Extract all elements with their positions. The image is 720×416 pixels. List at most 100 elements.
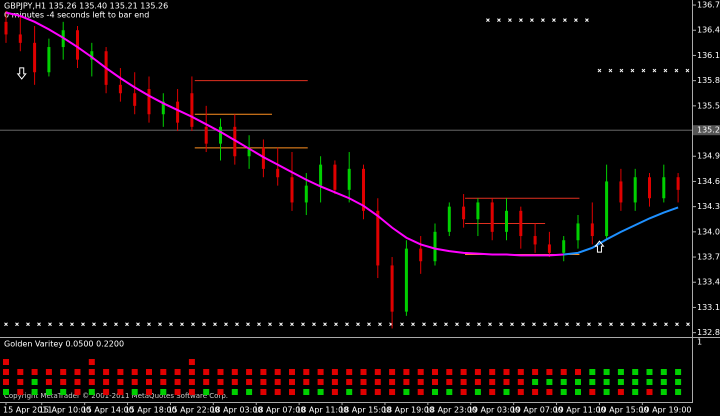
indicator-cell [460,389,467,395]
level-marker [202,322,206,327]
indicator-cell [188,379,195,385]
x-tick-label: 19 Apr 19:00 [639,406,691,415]
level-marker [619,68,624,73]
indicator-cell [131,389,138,395]
indicator-cell [360,389,367,395]
level-marker [642,322,646,327]
indicator-cell [303,379,310,385]
candle-body [147,89,151,115]
indicator-cell [603,379,610,385]
level-marker [125,322,129,327]
x-tick-label: 19 Apr 15:00 [596,406,648,415]
candle-body [76,30,79,60]
level-marker [576,322,580,327]
indicator-cell [274,389,281,395]
candle-body [476,202,480,220]
candle-body [676,177,680,190]
indicator-cell [460,379,467,385]
indicator-cell [117,379,124,385]
indicator-cell [260,389,267,395]
level-marker [488,322,492,327]
level-marker [686,322,690,327]
x-tick-label: 18 Apr 07:00 [253,406,305,415]
indicator-cell [403,369,410,375]
level-marker [455,322,459,327]
level-marker [497,18,501,23]
indicator-cell [374,369,381,375]
indicator-cell [31,369,38,375]
candle-body [261,147,265,169]
indicator-cell [460,369,467,375]
indicator-cell [360,369,367,375]
y-tick-label: 134.95 [697,152,720,161]
level-marker [563,18,567,23]
indicator-cell [474,369,481,375]
candle-body [376,210,380,266]
indicator-cell [617,379,624,385]
indicator-cell [31,379,38,385]
x-tick-label: 15 Apr 22:00 [167,406,219,415]
signal-arrow [594,240,605,253]
indicator-cell [503,389,510,395]
indicator-cell [317,389,324,395]
x-tick-label: 15 Apr 2011 [3,406,52,415]
indicator-cell [117,389,124,395]
x-tick-label: 18 Apr 11:00 [296,406,348,415]
level-marker [552,18,556,23]
y-tick-label: 136.45 [697,26,720,35]
indicator-cell [303,389,310,395]
candle-body [90,51,94,60]
indicator-cell [289,389,295,395]
indicator-cell [60,389,67,395]
indicator-cell [289,369,295,375]
indicator-cell [303,369,310,375]
candle-body [233,126,237,157]
level-marker [334,322,338,327]
candle-body [462,206,466,220]
indicator-cell [417,379,424,385]
indicator-cell [346,379,353,385]
indicator-cell [632,369,639,375]
indicator-cell [160,379,167,385]
indicator-cell [3,359,9,365]
indicator-cell [217,379,224,385]
indicator-cell [417,389,424,395]
level-marker [444,322,448,327]
level-marker [323,322,327,327]
candle-body [590,223,594,237]
indicator-cell [88,389,95,395]
y-tick-label: 134.35 [697,202,720,211]
indicator-cell [346,389,353,395]
indicator-cell [546,389,553,395]
level-marker [433,322,437,327]
x-tick-label: 15 Apr 18:00 [125,406,177,415]
indicator-cell [446,389,453,395]
indicator-cell [174,389,181,395]
indicator-cell [131,379,138,385]
level-marker [631,322,635,327]
indicator-cell [446,379,453,385]
y-tick-label: 134.65 [697,177,720,186]
indicator-cell [617,389,624,395]
indicator-cell [575,389,581,395]
indicator-cell [675,379,682,385]
indicator-cell [489,369,496,375]
level-marker [290,322,294,327]
level-marker [663,68,668,73]
level-marker [59,322,63,327]
indicator-cell [546,379,553,385]
level-marker [664,322,668,327]
indicator-title: Golden Varitey 0.0500 0.2200 [4,340,124,349]
candle-body [619,181,623,203]
candle-body [447,206,451,232]
y-tick-label: 134.05 [697,227,720,236]
level-marker [532,322,536,327]
candle-body [247,147,251,157]
level-marker [367,322,371,327]
indicator-cell [174,379,181,385]
moving-average [563,206,679,256]
indicator-cell [60,379,67,385]
level-marker [257,322,261,327]
